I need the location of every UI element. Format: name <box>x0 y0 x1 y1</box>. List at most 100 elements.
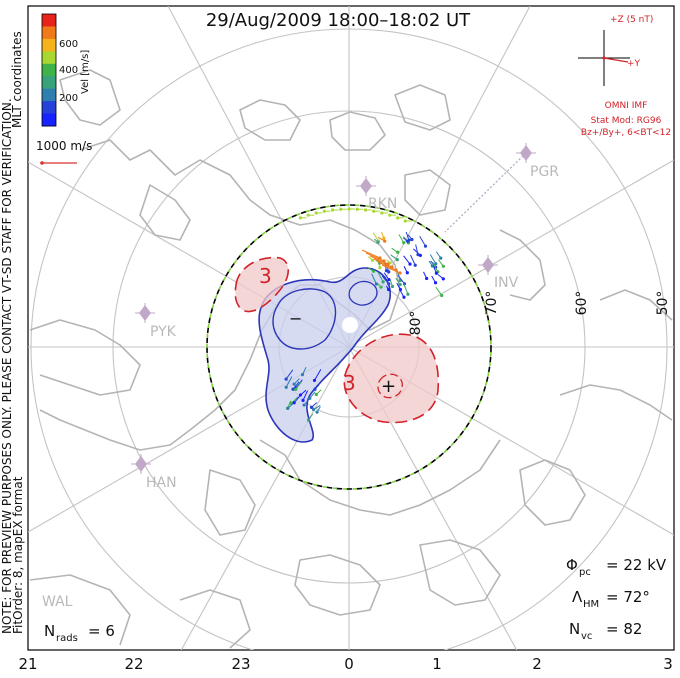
vector-origin <box>380 211 384 215</box>
velocity-vector <box>369 255 389 265</box>
positive-potential-cell-small <box>234 256 290 313</box>
velocity-vector <box>365 252 385 262</box>
mlt-tick-3: 3 <box>663 655 673 673</box>
velocity-vector <box>432 261 439 273</box>
vector-origin <box>390 284 395 289</box>
vector-origin <box>441 277 445 281</box>
vector-origin <box>284 385 288 389</box>
lambda-value: = 72° <box>606 588 650 606</box>
colorbar-tick-600: 600 <box>59 39 78 50</box>
velocity-vector <box>285 376 293 388</box>
vector-origin <box>382 236 386 240</box>
velocity-vector <box>403 255 411 265</box>
velocity-vector <box>381 264 401 274</box>
vector-origin <box>315 410 319 414</box>
station-labels: RKN PGR INV PYK HAN WAL <box>42 164 559 610</box>
positive-potential-cell <box>343 333 440 424</box>
nvc-subscript: vc <box>581 631 592 642</box>
velocity-vector <box>361 249 381 259</box>
vector-origin <box>292 401 296 405</box>
lambda-symbol: Λ <box>572 588 583 606</box>
scale-vector-origin <box>40 161 44 165</box>
vector-origin <box>383 239 387 243</box>
vector-origin <box>370 258 375 262</box>
map-frame <box>27 5 675 651</box>
vector-origin <box>403 219 407 223</box>
velocity-vector <box>373 258 393 268</box>
velocity-vectors <box>284 207 445 422</box>
fit-order-note: FitOrder: 8, mapEX format <box>11 476 25 634</box>
vector-origin <box>405 271 409 275</box>
station-label-inv: INV <box>494 275 519 291</box>
vector-origin <box>309 405 314 409</box>
colorbar-swatch <box>42 63 56 77</box>
colorbar-swatch <box>42 38 56 52</box>
station-label-pyk: PYK <box>150 324 177 340</box>
station-label-wal: WAL <box>42 594 73 610</box>
negative-cell-marker: − <box>289 309 302 328</box>
vector-origin <box>434 271 438 275</box>
vector-origin <box>398 271 402 275</box>
vector-origin <box>291 387 295 391</box>
lat-label-60: 60° <box>574 291 590 316</box>
lat-label-80: 80° <box>408 311 424 336</box>
velocity-vector <box>397 274 405 285</box>
colorbar-swatch <box>42 101 56 115</box>
vector-origin <box>387 282 391 286</box>
vector-origin <box>312 378 317 382</box>
nrads-subscript: rads <box>56 633 78 644</box>
colorbar-swatch <box>42 51 56 65</box>
phi-value: = 22 kV <box>606 556 667 574</box>
radar-fov-line <box>444 152 527 233</box>
vector-origin <box>430 264 434 268</box>
vector-origin <box>322 209 326 213</box>
station-markers <box>131 143 536 474</box>
imf-z-label: +Z (5 nT) <box>610 15 653 25</box>
colorbar-swatch <box>42 26 56 40</box>
vector-origin <box>306 418 311 422</box>
imf-vector <box>603 57 629 63</box>
vector-origin <box>292 382 296 386</box>
vector-origin <box>387 278 391 282</box>
vector-origin <box>413 263 417 267</box>
vector-origin <box>301 398 305 402</box>
vector-origin <box>388 213 392 217</box>
vector-count: N vc = 82 <box>569 620 642 642</box>
vector-origin <box>314 392 318 397</box>
imf-vector-origin <box>602 56 606 60</box>
velocity-vector <box>377 261 397 271</box>
vector-origin <box>402 295 406 299</box>
nvc-symbol: N <box>569 620 580 638</box>
vector-origin <box>410 237 414 242</box>
colorbar-tick-200: 200 <box>59 93 78 104</box>
phi-subscript: pc <box>579 567 591 578</box>
velocity-vector <box>377 271 384 283</box>
vector-origin <box>434 262 438 266</box>
vector-origin <box>294 387 298 391</box>
velocity-vector <box>415 244 419 255</box>
velocity-vector <box>285 369 294 380</box>
cross-polar-potential: Φ pc = 22 kV <box>566 556 667 578</box>
vector-origin <box>339 207 343 211</box>
station-marker-inv <box>478 255 498 275</box>
coastlines <box>29 69 673 649</box>
vector-origin <box>379 285 383 289</box>
phi-symbol: Φ <box>566 556 578 574</box>
mlt-tick-0: 0 <box>344 655 354 673</box>
station-marker-han <box>131 454 151 474</box>
mlt-tick-1: 1 <box>432 655 442 673</box>
coordinates-label: MLT coordinates <box>10 31 24 128</box>
hmb-latitude: Λ HM = 72° <box>572 588 650 610</box>
vector-origin <box>396 216 400 220</box>
vector-origin <box>416 253 420 257</box>
vector-origin <box>306 213 310 217</box>
vector-origin <box>355 207 359 211</box>
contour-value-left: 3 <box>259 264 272 288</box>
station-marker-rkn <box>356 176 376 196</box>
vector-origin <box>298 393 303 397</box>
vector-origin <box>381 280 385 284</box>
map-title: 29/Aug/2009 18:00–18:02 UT <box>206 10 471 31</box>
velocity-vector <box>381 275 390 285</box>
